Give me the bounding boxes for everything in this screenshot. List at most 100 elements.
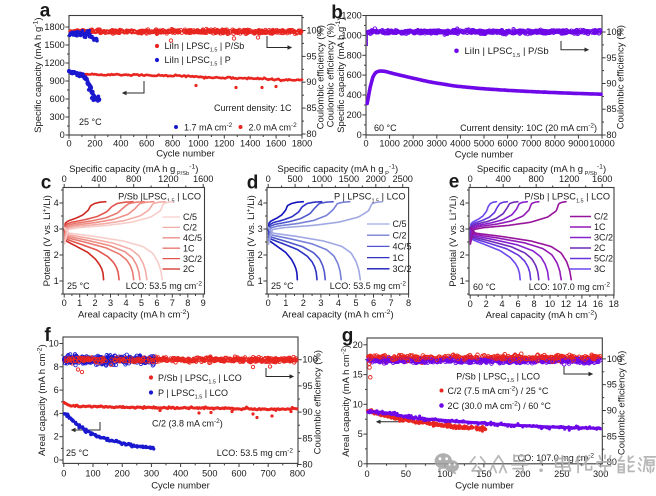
svg-text:80: 80 bbox=[606, 130, 616, 140]
svg-text:1000: 1000 bbox=[188, 139, 208, 149]
svg-text:Coulombic efficiency (%): Coulombic efficiency (%) bbox=[617, 351, 628, 455]
svg-text:4C/5: 4C/5 bbox=[393, 242, 412, 252]
svg-text:25 °C: 25 °C bbox=[66, 448, 89, 458]
svg-text:4: 4 bbox=[336, 298, 341, 308]
svg-text:0: 0 bbox=[468, 174, 473, 184]
svg-text:90: 90 bbox=[302, 407, 312, 417]
svg-text:Potential (V vs. Li+/Li): Potential (V vs. Li+/Li) bbox=[447, 196, 459, 287]
svg-text:200: 200 bbox=[115, 469, 130, 479]
svg-text:3: 3 bbox=[318, 298, 323, 308]
svg-text:300: 300 bbox=[49, 112, 64, 122]
svg-text:C/2: C/2 bbox=[183, 223, 197, 233]
svg-text:95: 95 bbox=[607, 380, 617, 390]
svg-text:1.7 mA cm-2: 1.7 mA cm-2 bbox=[184, 122, 233, 132]
svg-text:4000: 4000 bbox=[450, 139, 470, 149]
svg-text:P/Sb | LPSC1.5 | LCO: P/Sb | LPSC1.5 | LCO bbox=[525, 192, 610, 205]
svg-text:3000: 3000 bbox=[427, 139, 447, 149]
svg-text:b: b bbox=[331, 3, 343, 24]
svg-text:3C: 3C bbox=[594, 264, 606, 274]
svg-text:Cycle number: Cycle number bbox=[455, 481, 514, 491]
svg-text:80: 80 bbox=[302, 460, 312, 470]
svg-text:Areal capacity (mA h cm-2): Areal capacity (mA h cm-2) bbox=[78, 309, 190, 321]
svg-text:10000: 10000 bbox=[589, 139, 615, 149]
svg-text:1600: 1600 bbox=[193, 174, 213, 184]
svg-text:e: e bbox=[449, 172, 460, 193]
svg-text:9: 9 bbox=[201, 298, 206, 308]
svg-text:300: 300 bbox=[144, 469, 159, 479]
svg-text:100: 100 bbox=[437, 469, 452, 479]
svg-text:0: 0 bbox=[266, 298, 271, 308]
svg-text:4C/5: 4C/5 bbox=[183, 233, 202, 243]
svg-text:9000: 9000 bbox=[568, 139, 588, 149]
svg-text:8: 8 bbox=[531, 299, 536, 309]
svg-text:10: 10 bbox=[545, 299, 555, 309]
svg-text:900: 900 bbox=[49, 76, 64, 86]
svg-text:100: 100 bbox=[306, 26, 321, 36]
svg-text:15: 15 bbox=[353, 370, 363, 380]
svg-text:Cycle number: Cycle number bbox=[151, 480, 210, 491]
svg-text:400: 400 bbox=[496, 174, 511, 184]
svg-text:Cycle number: Cycle number bbox=[455, 150, 514, 161]
svg-text:2000: 2000 bbox=[403, 139, 423, 149]
svg-text:2500: 2500 bbox=[392, 174, 412, 184]
svg-text:600: 600 bbox=[231, 469, 246, 479]
svg-text:LCO: 53.5 mg cm-2: LCO: 53.5 mg cm-2 bbox=[217, 448, 294, 458]
svg-text:5000: 5000 bbox=[474, 139, 494, 149]
svg-text:C/2 (7.5 mA cm-2) / 25 °C: C/2 (7.5 mA cm-2) / 25 °C bbox=[448, 386, 549, 396]
svg-text:8: 8 bbox=[54, 362, 59, 372]
svg-text:7000: 7000 bbox=[521, 139, 541, 149]
svg-text:0: 0 bbox=[266, 174, 271, 184]
svg-text:85: 85 bbox=[606, 104, 616, 114]
svg-text:10: 10 bbox=[353, 399, 363, 409]
svg-text:6: 6 bbox=[516, 299, 521, 309]
svg-text:800: 800 bbox=[529, 174, 544, 184]
svg-text:5: 5 bbox=[358, 429, 363, 439]
svg-text:LiIn | LPSC1.5 | P: LiIn | LPSC1.5 | P bbox=[165, 55, 231, 68]
svg-text:C/5: C/5 bbox=[393, 219, 407, 229]
svg-text:200: 200 bbox=[87, 139, 102, 149]
svg-text:0: 0 bbox=[62, 298, 67, 308]
svg-text:0: 0 bbox=[61, 469, 66, 479]
svg-text:20: 20 bbox=[353, 340, 363, 350]
svg-text:2.0 mA cm-2: 2.0 mA cm-2 bbox=[249, 122, 298, 132]
svg-text:1200: 1200 bbox=[158, 174, 178, 184]
svg-text:90: 90 bbox=[607, 406, 617, 416]
svg-text:4: 4 bbox=[460, 198, 465, 208]
svg-text:85: 85 bbox=[302, 433, 312, 443]
svg-text:80: 80 bbox=[306, 129, 316, 139]
svg-text:1C: 1C bbox=[594, 222, 606, 232]
svg-text:d: d bbox=[247, 173, 259, 194]
svg-text:4: 4 bbox=[54, 198, 59, 208]
svg-text:1000: 1000 bbox=[312, 174, 332, 184]
svg-text:4: 4 bbox=[123, 298, 128, 308]
svg-text:2000: 2000 bbox=[366, 174, 386, 184]
svg-text:2: 2 bbox=[54, 250, 59, 260]
svg-text:C/5: C/5 bbox=[183, 212, 197, 222]
svg-text:100: 100 bbox=[302, 355, 317, 365]
svg-text:2: 2 bbox=[93, 298, 98, 308]
svg-text:16: 16 bbox=[593, 299, 603, 309]
svg-text:Specific capacity (mA h g-1): Specific capacity (mA h g-1) bbox=[32, 18, 44, 133]
svg-text:0: 0 bbox=[364, 469, 369, 479]
svg-text:Current density: 10C (20 mA cm: Current density: 10C (20 mA cm-2) bbox=[460, 123, 597, 133]
svg-text:1500: 1500 bbox=[339, 174, 359, 184]
svg-text:LiIn | LPSC1.5 | P/Sb: LiIn | LPSC1.5 | P/Sb bbox=[465, 46, 549, 59]
svg-text:Potential (V vs. Li+/Li): Potential (V vs. Li+/Li) bbox=[41, 195, 53, 286]
svg-text:1400: 1400 bbox=[240, 139, 260, 149]
svg-text:LCO: 107.0 mg cm-2: LCO: 107.0 mg cm-2 bbox=[513, 453, 595, 463]
svg-text:1C: 1C bbox=[393, 253, 405, 263]
svg-text:5: 5 bbox=[353, 298, 358, 308]
svg-text:3: 3 bbox=[460, 224, 465, 234]
svg-text:3: 3 bbox=[54, 224, 59, 234]
svg-text:4: 4 bbox=[258, 198, 263, 208]
svg-text:12: 12 bbox=[561, 299, 571, 309]
svg-text:a: a bbox=[40, 1, 51, 22]
svg-text:2: 2 bbox=[54, 432, 59, 442]
svg-text:2C: 2C bbox=[594, 243, 606, 253]
svg-text:100: 100 bbox=[606, 27, 621, 37]
svg-text:100: 100 bbox=[85, 469, 100, 479]
svg-text:25 °C: 25 °C bbox=[271, 281, 294, 291]
svg-text:4: 4 bbox=[500, 299, 505, 309]
svg-text:Coulombic efficiency (%): Coulombic efficiency (%) bbox=[313, 350, 324, 454]
svg-text:c: c bbox=[41, 173, 52, 194]
